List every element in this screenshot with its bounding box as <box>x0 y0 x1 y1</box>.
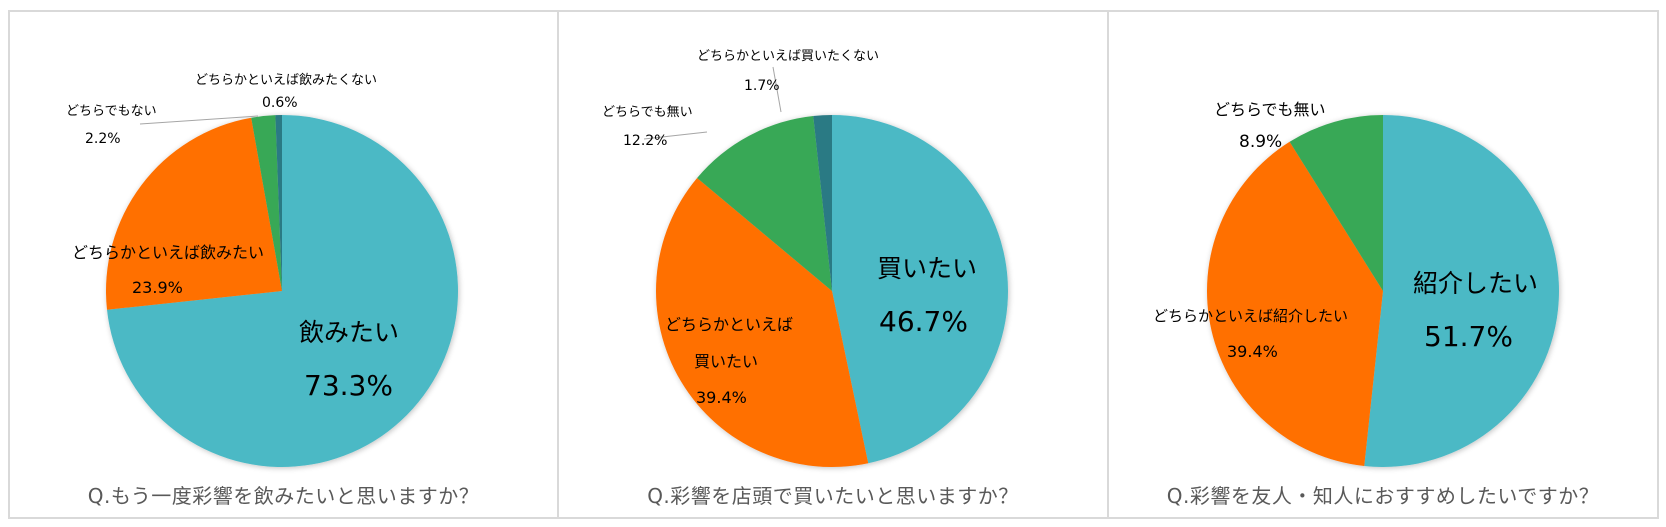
pie-slice-1 <box>832 115 1008 464</box>
chart-panel-drink-again: どちらかといえば飲みたくない 0.6% どちらでもない 2.2% どちらかといえ… <box>8 10 559 519</box>
label-slice-1-value: 73.3% <box>304 369 393 402</box>
label-slice-3-name: どちらでも無い <box>1214 100 1326 119</box>
chart-panel-buy-in-store: どちらかといえば買いたくない 1.7% どちらでも無い 12.2% どちらかとい… <box>557 10 1109 519</box>
label-slice-2-name-line1: どちらかといえば <box>665 315 794 334</box>
label-slice-2-value: 39.4% <box>1227 342 1278 361</box>
pie-chart-buy-in-store <box>656 115 1008 467</box>
label-slice-4-name: どちらかといえば飲みたくない <box>195 73 378 88</box>
label-slice-2-name-line2: 買いたい <box>694 352 759 371</box>
label-slice-3-value: 2.2% <box>85 131 121 147</box>
pie-slice-3 <box>697 116 832 292</box>
label-slice-3-name: どちらでもない <box>66 104 157 119</box>
pie-slice-2 <box>656 177 869 467</box>
chart-caption: Q.もう一度彩響を飲みたいと思いますか？ <box>87 484 480 508</box>
pie-chart-drink-again <box>105 115 459 467</box>
chart-caption: Q.彩響を友人・知人におすすめしたいですか？ <box>1166 484 1600 508</box>
label-slice-2-name: どちらかといえば紹介したい <box>1153 307 1349 325</box>
pie-slice-3 <box>1289 115 1383 291</box>
pie-slice-1 <box>107 115 459 467</box>
label-slice-3-value: 8.9% <box>1239 132 1283 152</box>
label-slice-2-value: 39.4% <box>696 388 747 407</box>
leader-lines <box>643 66 782 140</box>
label-slice-4-value: 0.6% <box>262 95 298 111</box>
label-slice-4-value: 1.7% <box>744 78 780 94</box>
label-slice-1-value: 51.7% <box>1424 320 1513 353</box>
pie-slice-4 <box>813 115 832 291</box>
label-slice-1-value: 46.7% <box>879 305 968 338</box>
label-slice-1-name: 買いたい <box>877 254 978 283</box>
label-slice-2-value: 23.9% <box>132 278 183 297</box>
leader-lines <box>139 115 259 125</box>
pie-slice-1 <box>1364 115 1559 467</box>
label-slice-2-name: どちらかといえば飲みたい <box>72 243 265 262</box>
pie-slice-2 <box>1207 141 1383 466</box>
label-slice-3-name: どちらでも無い <box>602 105 693 120</box>
pie-chart-recommend <box>1207 115 1559 467</box>
chart-caption: Q.彩響を店頭で買いたいと思いますか？ <box>647 484 1019 508</box>
pie-slice-4 <box>275 115 282 291</box>
pie-slice-2 <box>105 117 282 310</box>
label-slice-3-value: 12.2% <box>623 133 668 149</box>
label-slice-1-name: 紹介したい <box>1413 269 1539 298</box>
pie-slice-3 <box>251 115 282 291</box>
label-slice-4-name: どちらかといえば買いたくない <box>697 49 880 64</box>
label-slice-1-name: 飲みたい <box>299 318 400 347</box>
chart-panel-recommend: どちらでも無い 8.9% どちらかといえば紹介したい 39.4% 紹介したい 5… <box>1107 10 1659 519</box>
